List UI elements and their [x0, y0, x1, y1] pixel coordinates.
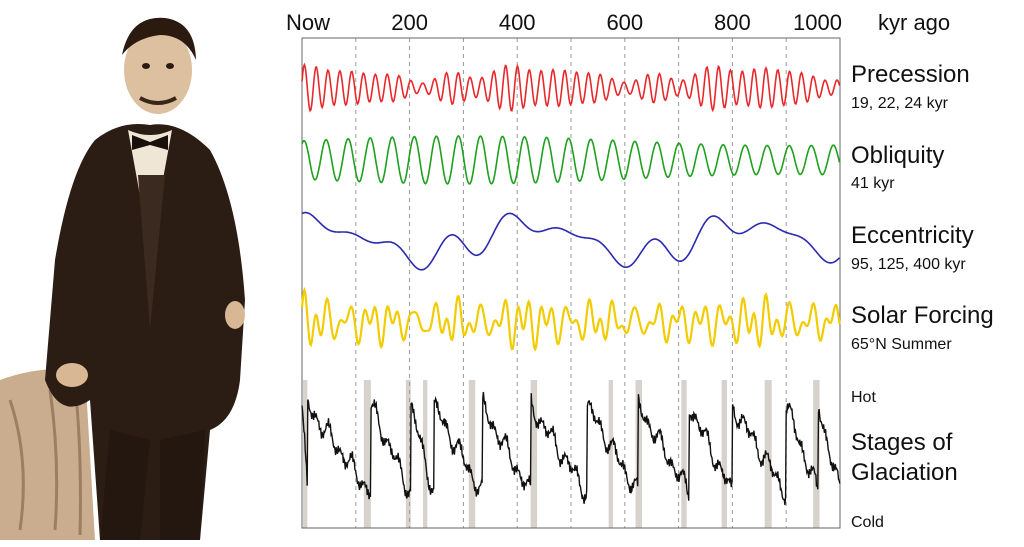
plot-frame	[301, 37, 841, 529]
solar-label: Solar Forcing	[851, 302, 994, 329]
glaciation-band	[530, 380, 538, 528]
x-axis-unit-label: kyr ago	[878, 10, 950, 35]
x-tick-label: 600	[606, 10, 643, 35]
series-curves	[300, 62, 841, 506]
precession-curve	[301, 62, 841, 113]
glaciation-band	[813, 380, 820, 528]
eccentricity-curve	[301, 211, 841, 271]
glaciation-label-line2: Glaciation	[851, 459, 958, 486]
glaciation-band	[468, 380, 476, 528]
hot-label: Hot	[851, 389, 876, 406]
x-tick-label: 800	[714, 10, 751, 35]
x-tick-label: 200	[391, 10, 428, 35]
glaciation-band	[681, 380, 687, 528]
glaciation-band	[405, 380, 411, 528]
eccentricity-periods-label: 95, 125, 400 kyr	[851, 256, 966, 273]
x-tick-label: Now	[286, 10, 330, 35]
obliquity-label: Obliquity	[851, 142, 944, 169]
grid-lines	[355, 38, 787, 528]
glaciation-band	[608, 380, 613, 528]
obliquity-curve	[301, 135, 841, 185]
glaciation-band	[423, 380, 428, 528]
precession-periods-label: 19, 22, 24 kyr	[851, 95, 949, 112]
glaciation-curve	[301, 391, 841, 506]
precession-label: Precession	[851, 61, 970, 88]
glaciation-band	[721, 380, 728, 528]
glaciation-band	[635, 380, 643, 528]
glaciation-label-line1: Stages of	[851, 429, 953, 456]
glaciation-shaded-bands	[303, 380, 820, 528]
x-axis-ticks: Now 200 400 600 800 1000	[286, 10, 842, 35]
glaciation-band	[363, 380, 371, 528]
portrait-photo	[0, 0, 290, 542]
eccentricity-label: Eccentricity	[851, 222, 974, 249]
obliquity-periods-label: 41 kyr	[851, 175, 895, 192]
x-tick-label: 400	[499, 10, 536, 35]
portrait-icon	[0, 17, 245, 540]
solar-curve	[300, 286, 841, 352]
series-labels: Precession 19, 22, 24 kyr Obliquity 41 kyr E…	[851, 61, 994, 531]
face	[124, 26, 192, 114]
solar-periods-label: 65°N Summer	[851, 336, 952, 353]
cold-label: Cold	[851, 514, 884, 531]
x-tick-label: 1000	[793, 10, 842, 35]
